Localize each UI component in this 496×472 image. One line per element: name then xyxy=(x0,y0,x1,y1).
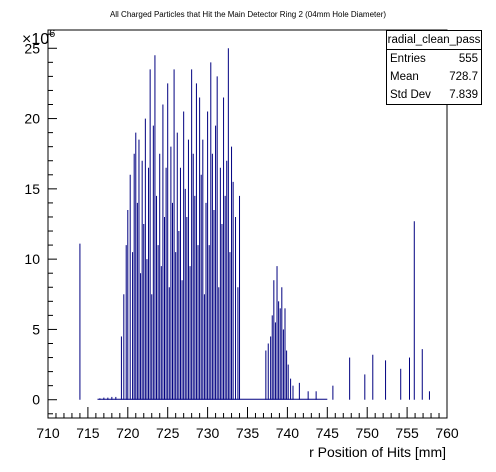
y-multiplier-exp: 6 xyxy=(49,28,55,40)
y-tick-label: 5 xyxy=(32,321,40,337)
y-multiplier-base: ×10 xyxy=(22,31,49,48)
stats-label: Entries xyxy=(390,53,426,65)
y-tick-label: 25 xyxy=(24,40,40,56)
histogram-bars xyxy=(79,48,430,400)
stats-label: Std Dev xyxy=(390,89,431,101)
stats-box: radial_clean_pass Entries 555 Mean 728.7… xyxy=(386,30,482,105)
x-tick-label: 715 xyxy=(76,425,100,441)
x-tick-label: 735 xyxy=(236,425,260,441)
stats-value: 728.7 xyxy=(449,71,478,83)
stats-row-stddev: Std Dev 7.839 xyxy=(387,86,481,104)
x-tick-label: 725 xyxy=(156,425,180,441)
y-tick-label: 15 xyxy=(24,181,40,197)
stats-value: 555 xyxy=(458,53,478,65)
y-axis-ticks: 0 5 10 15 20 25 xyxy=(24,33,57,415)
x-tick-label: 710 xyxy=(36,425,60,441)
x-tick-label: 750 xyxy=(356,425,380,441)
y-multiplier: ×106 xyxy=(22,28,55,48)
y-tick-label: 0 xyxy=(32,392,40,408)
x-tick-label: 720 xyxy=(116,425,140,441)
stats-box-title: radial_clean_pass xyxy=(387,31,481,50)
stats-row-entries: Entries 555 xyxy=(387,50,481,68)
x-tick-label: 760 xyxy=(435,425,459,441)
chart-title: All Charged Particles that Hit the Main … xyxy=(109,10,387,19)
stats-label: Mean xyxy=(390,71,419,83)
y-tick-label: 10 xyxy=(24,251,40,267)
y-tick-label: 20 xyxy=(24,111,40,127)
x-tick-label: 730 xyxy=(196,425,220,441)
x-axis-label: r Position of Hits [mm] xyxy=(309,444,446,460)
stats-row-mean: Mean 728.7 xyxy=(387,68,481,86)
x-tick-label: 755 xyxy=(395,425,419,441)
x-axis-ticks: 710 715 720 725 730 735 740 745 750 755 760 xyxy=(36,407,459,441)
x-tick-label: 745 xyxy=(316,425,340,441)
stats-value: 7.839 xyxy=(449,89,478,101)
x-tick-label: 740 xyxy=(276,425,300,441)
